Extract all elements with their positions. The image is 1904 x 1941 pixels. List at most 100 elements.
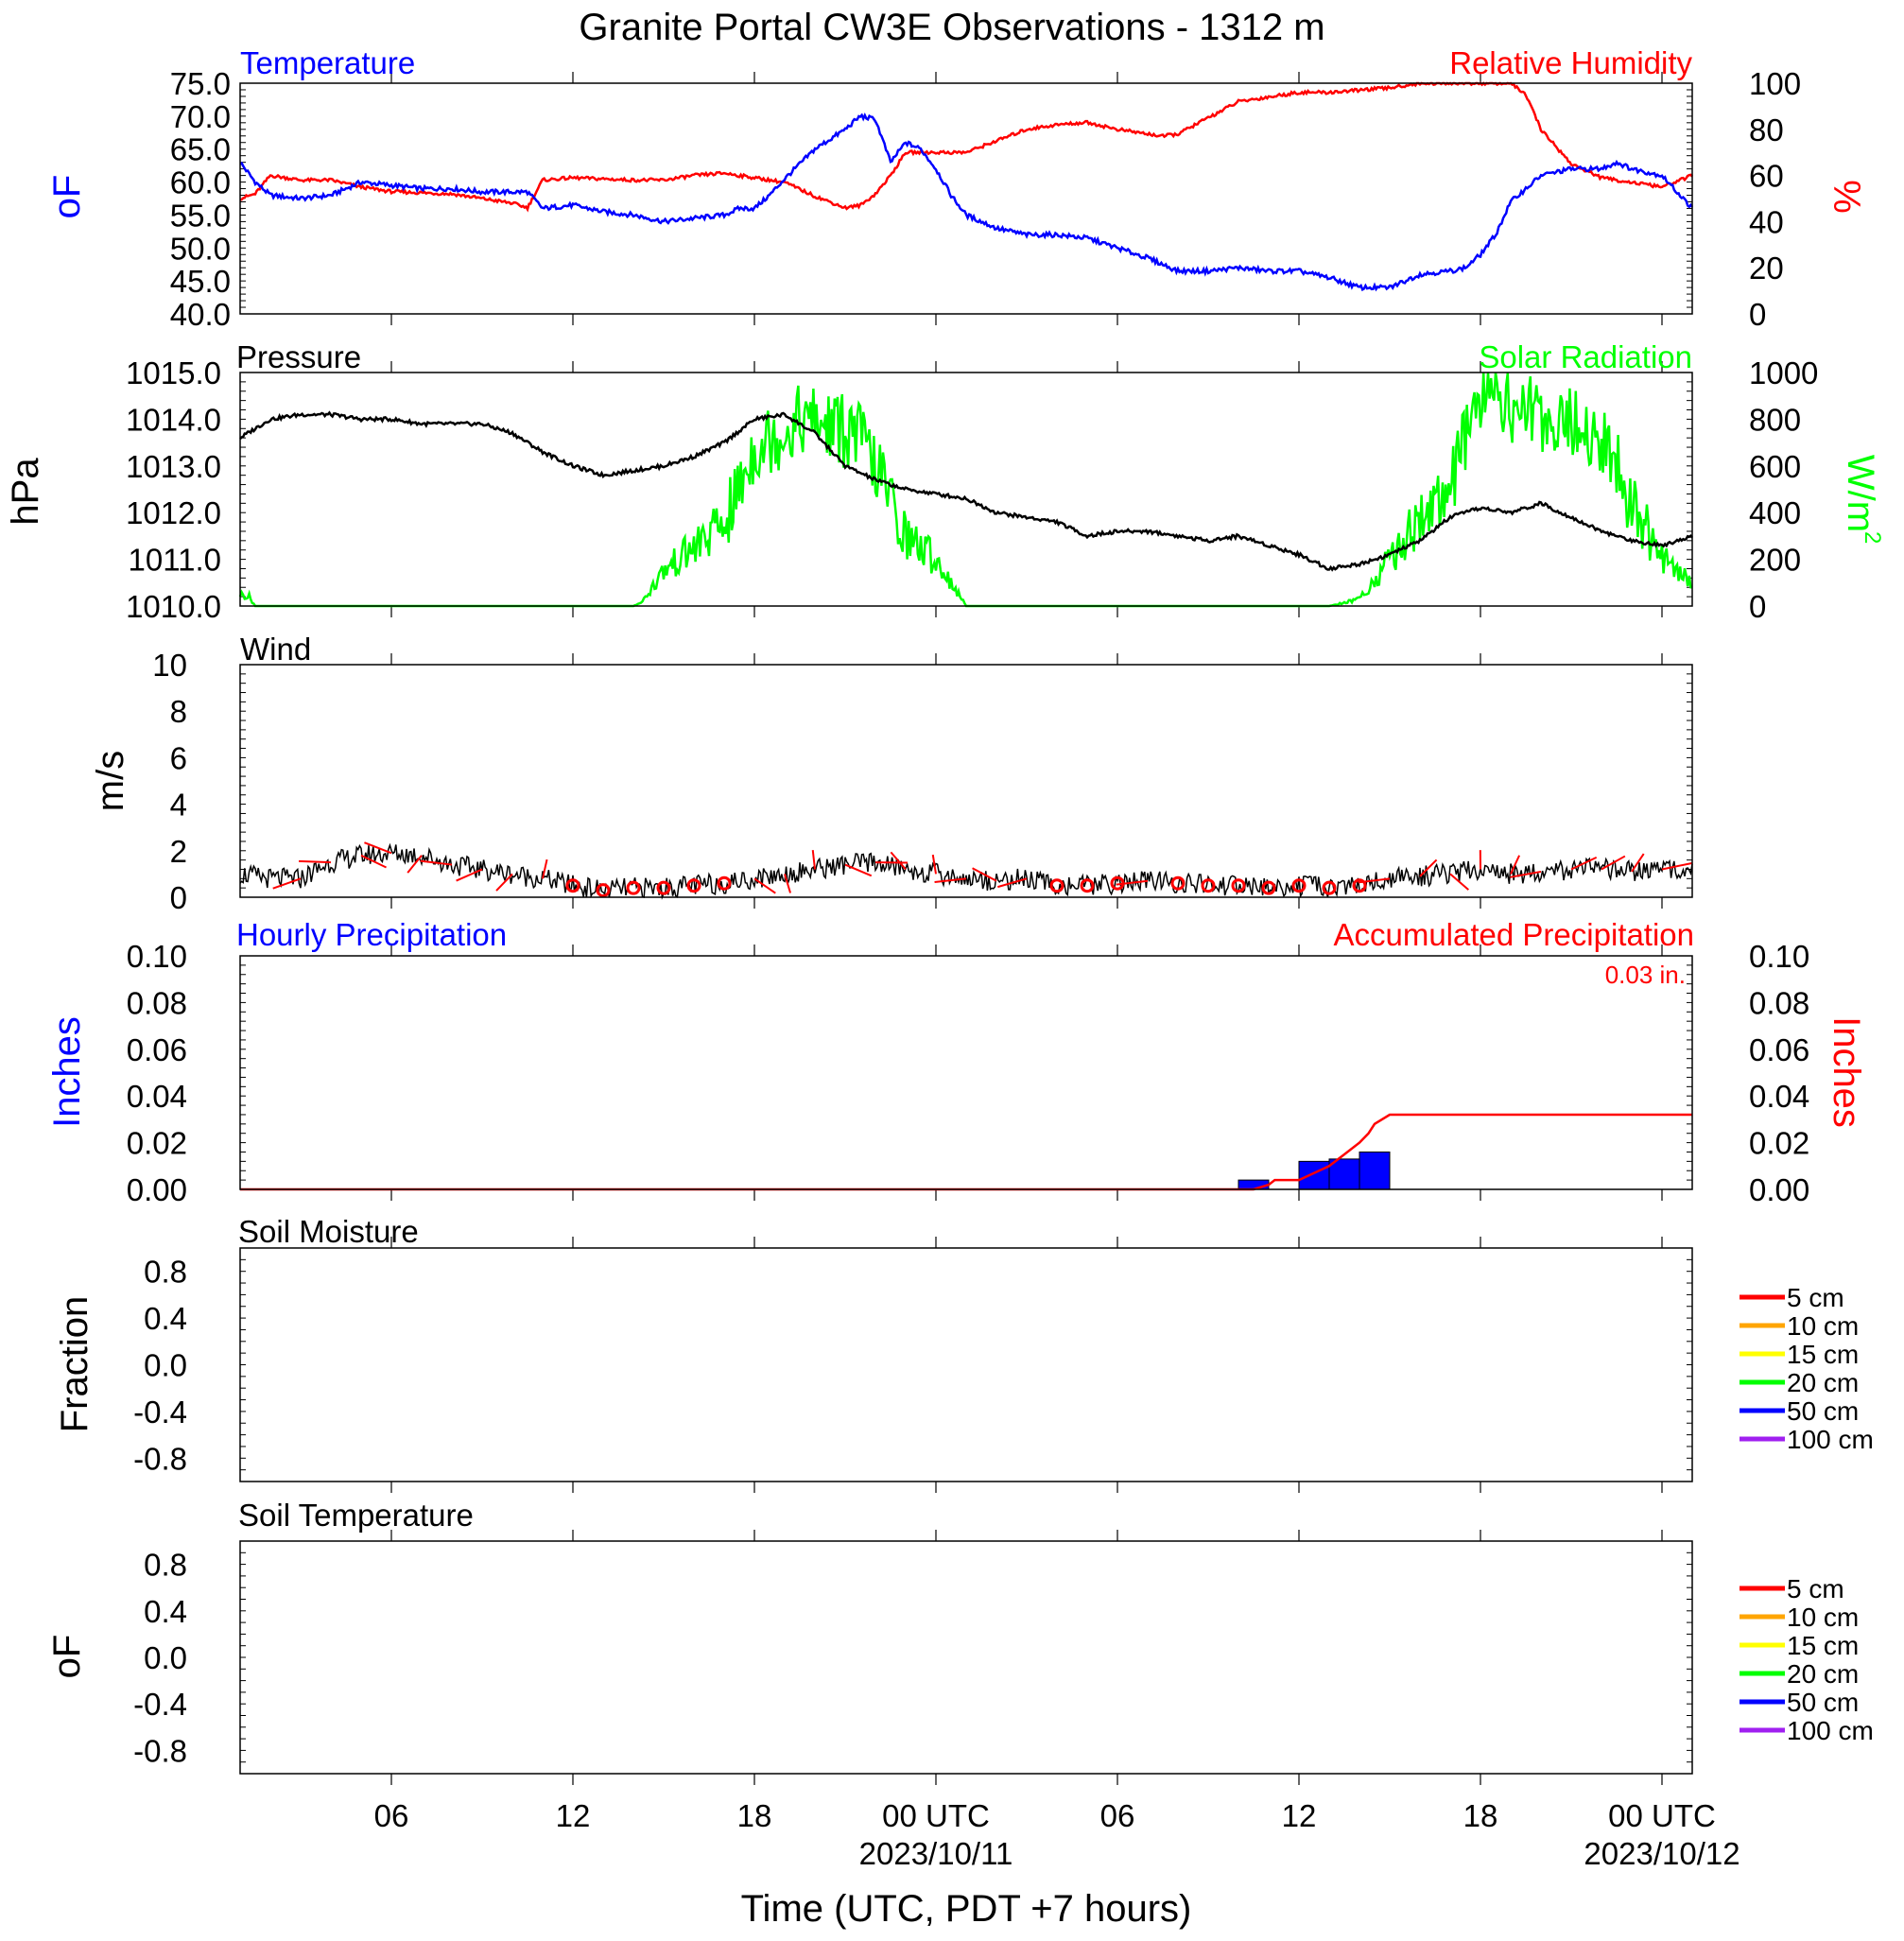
accum-precip-line (240, 1113, 1692, 1191)
wind-panel: 0 2 4 6 8 10 Wind m/s (90, 632, 1693, 915)
hourly-precip-title: Hourly Precipitation (236, 917, 507, 952)
y-tick-label: 50.0 (170, 231, 231, 266)
temperature-grid: 40.045.050.055.060.065.070.075.0 0 20 40 60 8… (170, 66, 1801, 332)
y-tick-label: 65.0 (170, 132, 231, 167)
wind-barb (753, 877, 776, 894)
y-tick-label: 200 (1749, 543, 1801, 578)
legend-label: 15 cm (1787, 1340, 1859, 1369)
x-tick-label: 18 (737, 1798, 772, 1833)
temperature-panel: 40.045.050.055.060.065.070.075.0 0 20 40 60 8… (46, 45, 1867, 332)
soil-moisture-title: Soil Moisture (238, 1214, 419, 1249)
wind-barb (844, 863, 873, 877)
y-tick-label: 60.0 (170, 165, 231, 200)
calm-wind-marker (717, 875, 732, 891)
wind-barb (299, 859, 332, 864)
y-tick-label: 0.02 (1749, 1126, 1809, 1161)
wind-barb (784, 874, 791, 893)
soil-moisture-plot-frame (239, 1247, 1693, 1482)
y-tick-label: 0.02 (127, 1126, 187, 1161)
y-tick-label: 75.0 (170, 66, 231, 101)
y-tick-label: 1014.0 (126, 402, 221, 437)
y-tick-label: 1011.0 (129, 543, 221, 578)
wind-barb (890, 851, 907, 871)
precip-right-y-label: Inches (1826, 1016, 1867, 1128)
y-tick-label: 0.10 (1749, 939, 1809, 974)
precip-grid: 0.00 0.02 0.04 0.06 0.08 0.10 0.00 0.02 0.04 0.06… (127, 939, 1809, 1207)
y-tick-label: 1015.0 (126, 355, 221, 390)
wind-barb (1116, 879, 1149, 886)
wind-barb (972, 867, 997, 882)
y-tick-label: 70.0 (170, 99, 231, 134)
wind-barb (1449, 873, 1469, 891)
soil-temperature-panel: -0.8 -0.4 0.0 0.4 0.8 Soil Temperature oF 5 … (46, 1498, 1874, 1785)
y-tick-label: 1012.0 (126, 495, 221, 530)
wind-speed-line (239, 842, 1693, 900)
y-tick-label: 1000 (1749, 355, 1818, 390)
y-tick-label: 600 (1749, 449, 1801, 484)
soil-temperature-title: Soil Temperature (238, 1498, 474, 1533)
wind-barb (272, 877, 302, 890)
solar-y-label-exponent: 2 (1860, 531, 1885, 544)
legend-label: 100 cm (1787, 1425, 1874, 1454)
accum-precip-title: Accumulated Precipitation (1333, 917, 1694, 952)
x-tick-label: 12 (1282, 1798, 1317, 1833)
x-axis-label: Time (UTC, PDT +7 hours) (741, 1888, 1192, 1930)
wind-barb (542, 858, 548, 879)
calm-wind-marker (626, 880, 641, 895)
x-tick-label: 12 (556, 1798, 591, 1833)
precip-plot-frame (239, 955, 1693, 1190)
y-tick-label: 40.0 (170, 297, 231, 332)
wind-barb (1358, 877, 1391, 884)
solar-title: Solar Radiation (1479, 339, 1692, 374)
wind-y-label: m/s (90, 751, 131, 811)
y-tick-label: -0.8 (133, 1733, 187, 1768)
y-tick-label: 0.00 (127, 1172, 187, 1207)
hourly-precip-bar (1359, 1151, 1391, 1190)
y-tick-label: 6 (170, 740, 187, 775)
calm-wind-marker (1080, 878, 1095, 893)
wind-title: Wind (240, 632, 311, 667)
y-tick-label: 4 (170, 788, 187, 823)
pressure-title: Pressure (236, 339, 361, 374)
calm-wind-marker (596, 883, 611, 898)
y-tick-label: 80 (1749, 113, 1784, 147)
x-tick-date: 2023/10/12 (1584, 1836, 1740, 1871)
legend-label: 15 cm (1787, 1631, 1859, 1660)
x-tick-label: 06 (374, 1798, 409, 1833)
calm-wind-marker (1049, 878, 1065, 893)
soil-moisture-y-label: Fraction (54, 1296, 95, 1433)
y-tick-label: 0.06 (1749, 1032, 1809, 1067)
y-tick-label: 40 (1749, 204, 1784, 239)
y-tick-label: 0.8 (144, 1548, 187, 1583)
soil-temperature-grid: -0.8 -0.4 0.0 0.4 0.8 (133, 1530, 1692, 1785)
humidity-title: Relative Humidity (1449, 45, 1692, 80)
legend-label: 10 cm (1787, 1603, 1859, 1632)
y-tick-label: 0.4 (144, 1594, 187, 1629)
wind-barbs (272, 841, 1693, 898)
y-tick-label: 1010.0 (126, 589, 221, 624)
pressure-y-label: hPa (5, 458, 46, 526)
calm-wind-marker (1322, 880, 1337, 895)
temperature-line (239, 113, 1693, 292)
y-tick-label: 0.08 (1749, 985, 1809, 1020)
y-tick-label: 0.0 (144, 1348, 187, 1383)
y-tick-label: -0.8 (133, 1441, 187, 1476)
y-tick-label: 0.06 (127, 1032, 187, 1067)
calm-wind-marker (1291, 878, 1307, 893)
solar-y-label: W/m (1840, 455, 1881, 532)
wind-barb (420, 859, 453, 866)
y-tick-label: 1013.0 (126, 449, 221, 484)
y-tick-label: 0 (170, 880, 187, 915)
wind-barb (1419, 858, 1438, 877)
wind-barb (495, 873, 513, 892)
y-tick-label: 0 (1749, 589, 1766, 624)
soil-moisture-grid: -0.8 -0.4 0.0 0.4 0.8 (133, 1237, 1692, 1493)
y-tick-label: 20 (1749, 251, 1784, 286)
hourly-precip-bars (1238, 1151, 1391, 1190)
y-tick-label: 0.04 (127, 1079, 187, 1114)
hourly-precip-bar (1238, 1179, 1270, 1190)
y-tick-label: 8 (170, 694, 187, 729)
legend-label: 10 cm (1787, 1311, 1859, 1341)
